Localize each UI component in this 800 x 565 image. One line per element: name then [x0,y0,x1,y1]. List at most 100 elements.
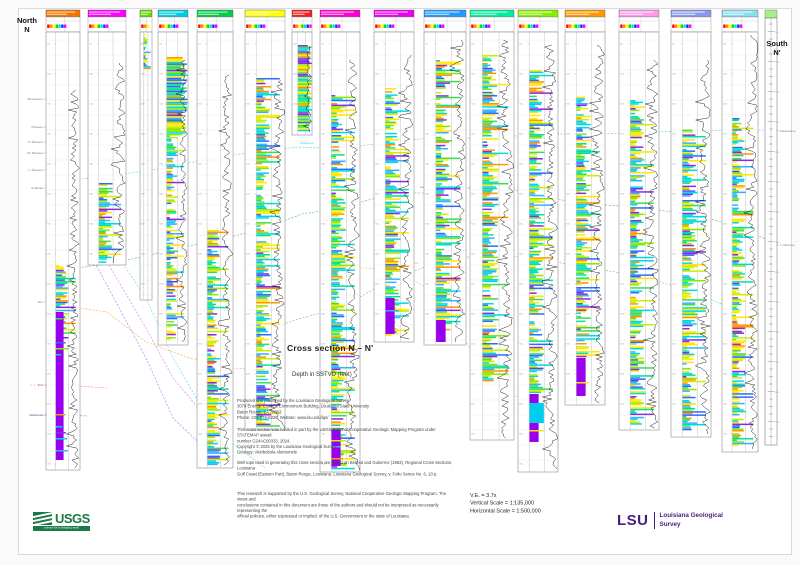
well-header [139,9,153,18]
formation-label: Pleistocene [780,129,796,133]
well-header-text [198,13,219,15]
purple-lithology-column [55,312,64,460]
well-header-text [89,13,112,15]
well-header-text [425,11,460,13]
depth-tick-label: 2000 [198,134,202,136]
disclaimer-block: This research is supported by the U.S. G… [237,491,667,548]
legend-color-chip [566,24,569,28]
well-header-text [159,13,177,15]
svg-text:3500: 3500 [775,212,779,214]
well-header-text [519,13,543,15]
depth-tick-label: 4000 [321,254,325,256]
south-endpoint-label: South N' [760,39,794,58]
well-header-text [293,11,310,13]
legend-color-chip [159,24,162,28]
depth-tick-label: 3500 [47,224,51,226]
well-header-text [246,11,279,13]
depth-tick-label: 3000 [519,194,523,196]
depth-tick-label: 3000 [321,194,325,196]
legend-color-chip [295,24,299,28]
depth-tick-label: 7500 [519,464,523,466]
depth-tick-label: 5500 [723,344,727,346]
depth-tick-label: 2000 [566,134,570,136]
disclaimer-text: This research is supported by the U.S. G… [237,491,447,519]
depth-tick-label: 1500 [89,104,93,106]
depth-tick-label: 5000 [620,314,624,316]
legend-color-chip [536,24,539,28]
depth-tick-label: 1000 [89,74,93,76]
depth-tick-label: 5000 [723,314,727,316]
purple-lithology-column [576,358,586,396]
depth-tick-label: 3500 [471,224,475,226]
legend-color-chip [583,24,586,28]
depth-tick-label: 4000 [723,254,727,256]
depth-tick-label: 4500 [246,284,250,286]
legend-color-chip [173,24,176,28]
legend-color-chip [375,24,378,28]
legend-color-chip [162,24,165,28]
depth-tick-label: 2500 [425,164,429,166]
funding-text: This cross section was funded in part by… [237,427,436,444]
depth-tick-label: 4500 [471,284,475,286]
log-curve [448,39,466,343]
depth-tick-label: 3000 [47,194,51,196]
legend-color-chip [260,24,263,28]
legend-color-chip [338,24,341,28]
depth-tick-label: 3000 [141,194,145,196]
svg-text:6000: 6000 [775,362,779,364]
copyright-text: Copyright © 2025 by the Louisiana Geolog… [237,444,337,455]
well-strip: 500 1000 1500 2000 2500 3000 3500 4000 4500 5000 5… [670,9,712,438]
well-strip: 500 1000 1500 [291,9,313,136]
well-header [157,9,189,18]
log-curve [694,59,711,435]
depth-tick-label: 2000 [620,134,624,136]
log-curve [496,39,514,439]
depth-tick-label: 500 [566,44,569,46]
legend-color-chip [309,24,312,28]
depth-tick-label: 4500 [47,284,51,286]
log-curve [541,44,558,470]
legend-color-chip [100,24,103,28]
legend-color-chip [146,24,150,28]
lsu-divider [653,512,655,529]
depth-tick-label: 7500 [321,464,325,466]
well-header [564,9,606,18]
depth-tick-label: 3000 [198,194,202,196]
depth-tick-label: 1000 [471,74,475,76]
lithology-track [98,183,122,263]
depth-tick-label: 3500 [89,224,93,226]
legend-color-chip [634,24,637,28]
well-strip: 500 1000 1500 2000 2500 3000 3500 4000 4500 [139,9,153,301]
well-header-text [723,11,753,13]
well-header-text [672,11,705,13]
depth-tick-label: 4500 [672,284,676,286]
legend-color-chip [530,24,533,28]
lithology-track [732,118,754,446]
depth-tick-label: 6000 [246,374,250,376]
depth-tick-label: 2500 [141,164,145,166]
log-curve [174,59,188,343]
legend-color-chip [689,24,692,28]
depth-tick-label: 4000 [425,254,429,256]
usgs-logo: USGS [33,511,90,526]
horizon-line [106,261,216,429]
depth-tick-label: 3000 [672,194,676,196]
legend-color-chip [527,24,530,28]
legend-color-chip [675,24,678,28]
legend-color-chip [680,24,683,28]
svg-text:3000: 3000 [775,182,779,184]
horizon-line [87,249,216,459]
depth-tick-label: 500 [321,44,324,46]
legend-color-chip [723,24,726,28]
legend-color-chip [488,24,491,28]
north-sub-label: N [24,25,30,35]
depth-tick-label: 4500 [321,284,325,286]
depth-tick-label: 2500 [246,164,250,166]
depth-tick-label: 1500 [672,104,676,106]
legend-color-chip [433,24,436,28]
depth-tick-label: 1000 [198,74,202,76]
legend-color-chip [106,24,109,28]
depth-tick-label: 500 [159,44,162,46]
